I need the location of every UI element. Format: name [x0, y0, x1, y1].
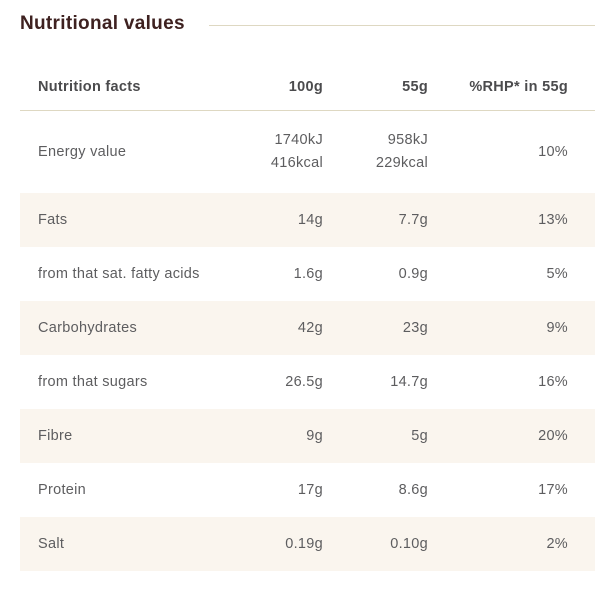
value-rhp: 17% — [538, 481, 568, 498]
value-rhp: 16% — [538, 373, 568, 390]
table-header-row: Nutrition facts 100g 55g %RHP* in 55g — [20, 65, 595, 111]
col-header-rhp-in-55g: %RHP* in 55g — [428, 65, 595, 111]
value-55g: 0.10g — [390, 535, 428, 552]
col-header-100g: 100g — [265, 65, 323, 111]
row-label: from that sugars — [38, 373, 148, 390]
value-rhp: 13% — [538, 211, 568, 228]
section-header: Nutritional values — [0, 0, 602, 35]
value-rhp: 5% — [546, 265, 568, 282]
value-55g: 7.7g — [398, 211, 428, 228]
row-label: from that sat. fatty acids — [38, 265, 200, 282]
value-55g: 23g — [402, 319, 428, 336]
row-label: Protein — [38, 481, 87, 498]
value-rhp: 20% — [538, 427, 568, 444]
value-55g: 958kJ 229kcal — [375, 132, 428, 171]
value-55g: 0.9g — [398, 265, 428, 282]
title-divider — [208, 24, 595, 26]
value-100g: 26.5g — [285, 373, 323, 390]
value-rhp: 10% — [538, 143, 568, 160]
nutrition-table: Nutrition facts 100g 55g %RHP* in 55g En… — [20, 65, 595, 571]
table-row-sugars: from that sugars 26.5g 14.7g 16% — [20, 355, 595, 409]
table-row-energy-value: Energy value 1740kJ 416kcal 958kJ 229kca… — [20, 110, 595, 193]
value-100g: 0.19g — [285, 535, 323, 552]
value-100g: 1740kJ 416kcal — [270, 132, 323, 171]
table-row-carbohydrates: Carbohydrates 42g 23g 9% — [20, 301, 595, 355]
row-label: Fats — [38, 211, 68, 228]
table-row-sat-fatty-acids: from that sat. fatty acids 1.6g 0.9g 5% — [20, 247, 595, 301]
row-label: Salt — [38, 535, 65, 552]
table-row-protein: Protein 17g 8.6g 17% — [20, 463, 595, 517]
row-label: Carbohydrates — [38, 319, 138, 336]
value-55g: 14.7g — [390, 373, 428, 390]
row-label: Energy value — [38, 143, 127, 160]
value-100g: 1.6g — [293, 265, 323, 282]
value-100g: 14g — [297, 211, 323, 228]
value-55g: 8.6g — [398, 481, 428, 498]
table-row-fats: Fats 14g 7.7g 13% — [20, 193, 595, 247]
value-100g: 9g — [306, 427, 323, 444]
value-100g: 17g — [297, 481, 323, 498]
value-55g: 5g — [411, 427, 428, 444]
page-title: Nutritional values — [20, 13, 185, 34]
col-header-nutrition-facts: Nutrition facts — [20, 65, 265, 111]
table-row-fibre: Fibre 9g 5g 20% — [20, 409, 595, 463]
col-header-55g: 55g — [323, 65, 428, 111]
value-rhp: 9% — [546, 319, 568, 336]
row-label: Fibre — [38, 427, 73, 444]
value-rhp: 2% — [546, 535, 568, 552]
table-row-salt: Salt 0.19g 0.10g 2% — [20, 517, 595, 571]
value-100g: 42g — [297, 319, 323, 336]
